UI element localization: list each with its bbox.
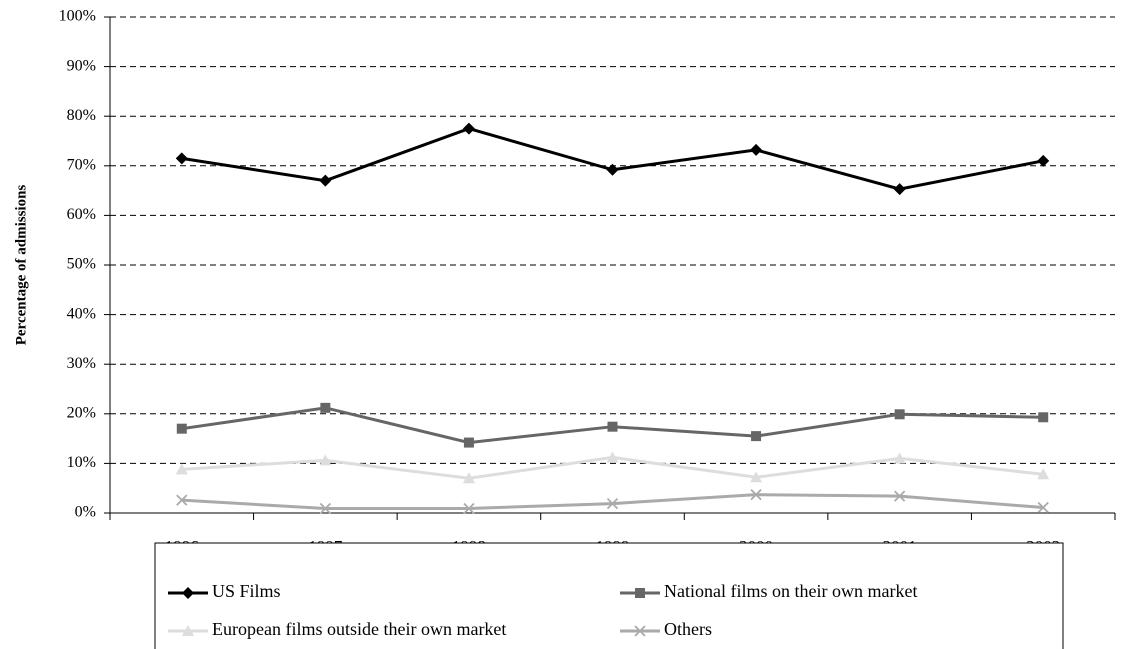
data-point — [606, 163, 619, 176]
legend-box — [154, 542, 1064, 649]
legend-marker — [635, 588, 645, 598]
y-tick-label: 40% — [67, 305, 96, 322]
legend-label: European films outside their own market — [212, 619, 506, 639]
data-point — [894, 409, 905, 420]
data-point — [894, 490, 906, 502]
legend-marker — [634, 625, 646, 637]
data-point — [606, 497, 619, 510]
data-point — [463, 502, 475, 515]
y-tick-label: 30% — [67, 355, 96, 372]
data-point — [462, 472, 475, 484]
legend-marker — [182, 625, 194, 636]
data-point — [319, 454, 332, 466]
data-point — [319, 174, 332, 187]
data-point — [750, 471, 763, 483]
legend-marker — [182, 587, 194, 599]
y-tick-label: 70% — [67, 156, 96, 173]
series-line — [181, 127, 1044, 191]
data-point — [751, 431, 762, 442]
y-tick-label: 60% — [67, 206, 96, 223]
data-point — [606, 451, 619, 463]
data-point — [893, 183, 906, 196]
data-point — [1037, 468, 1050, 480]
legend-label: National films on their own market — [664, 581, 917, 601]
y-tick-label: 10% — [67, 454, 96, 471]
data-point — [607, 421, 618, 432]
y-tick-label: 80% — [67, 107, 96, 124]
data-point — [893, 452, 906, 464]
legend-label: US Films — [212, 581, 281, 601]
data-point — [462, 122, 475, 135]
legend-label: Others — [664, 619, 712, 639]
data-point — [175, 463, 188, 475]
data-point — [1038, 412, 1049, 423]
data-point — [1037, 154, 1050, 167]
data-point — [1037, 501, 1049, 514]
y-tick-label: 20% — [67, 404, 96, 421]
data-point — [320, 402, 331, 413]
y-tick-label: 0% — [75, 504, 96, 521]
data-point — [319, 502, 331, 515]
data-point — [175, 152, 188, 165]
y-axis-label: Percentage of admissions — [13, 185, 29, 346]
data-point — [176, 423, 187, 434]
data-point — [750, 143, 763, 156]
y-tick-label: 50% — [67, 256, 96, 273]
series-line — [181, 493, 1044, 511]
data-point — [463, 437, 474, 448]
data-point — [750, 489, 762, 501]
y-tick-label: 90% — [67, 57, 96, 74]
y-tick-label: 100% — [59, 8, 96, 25]
data-point — [176, 494, 188, 506]
